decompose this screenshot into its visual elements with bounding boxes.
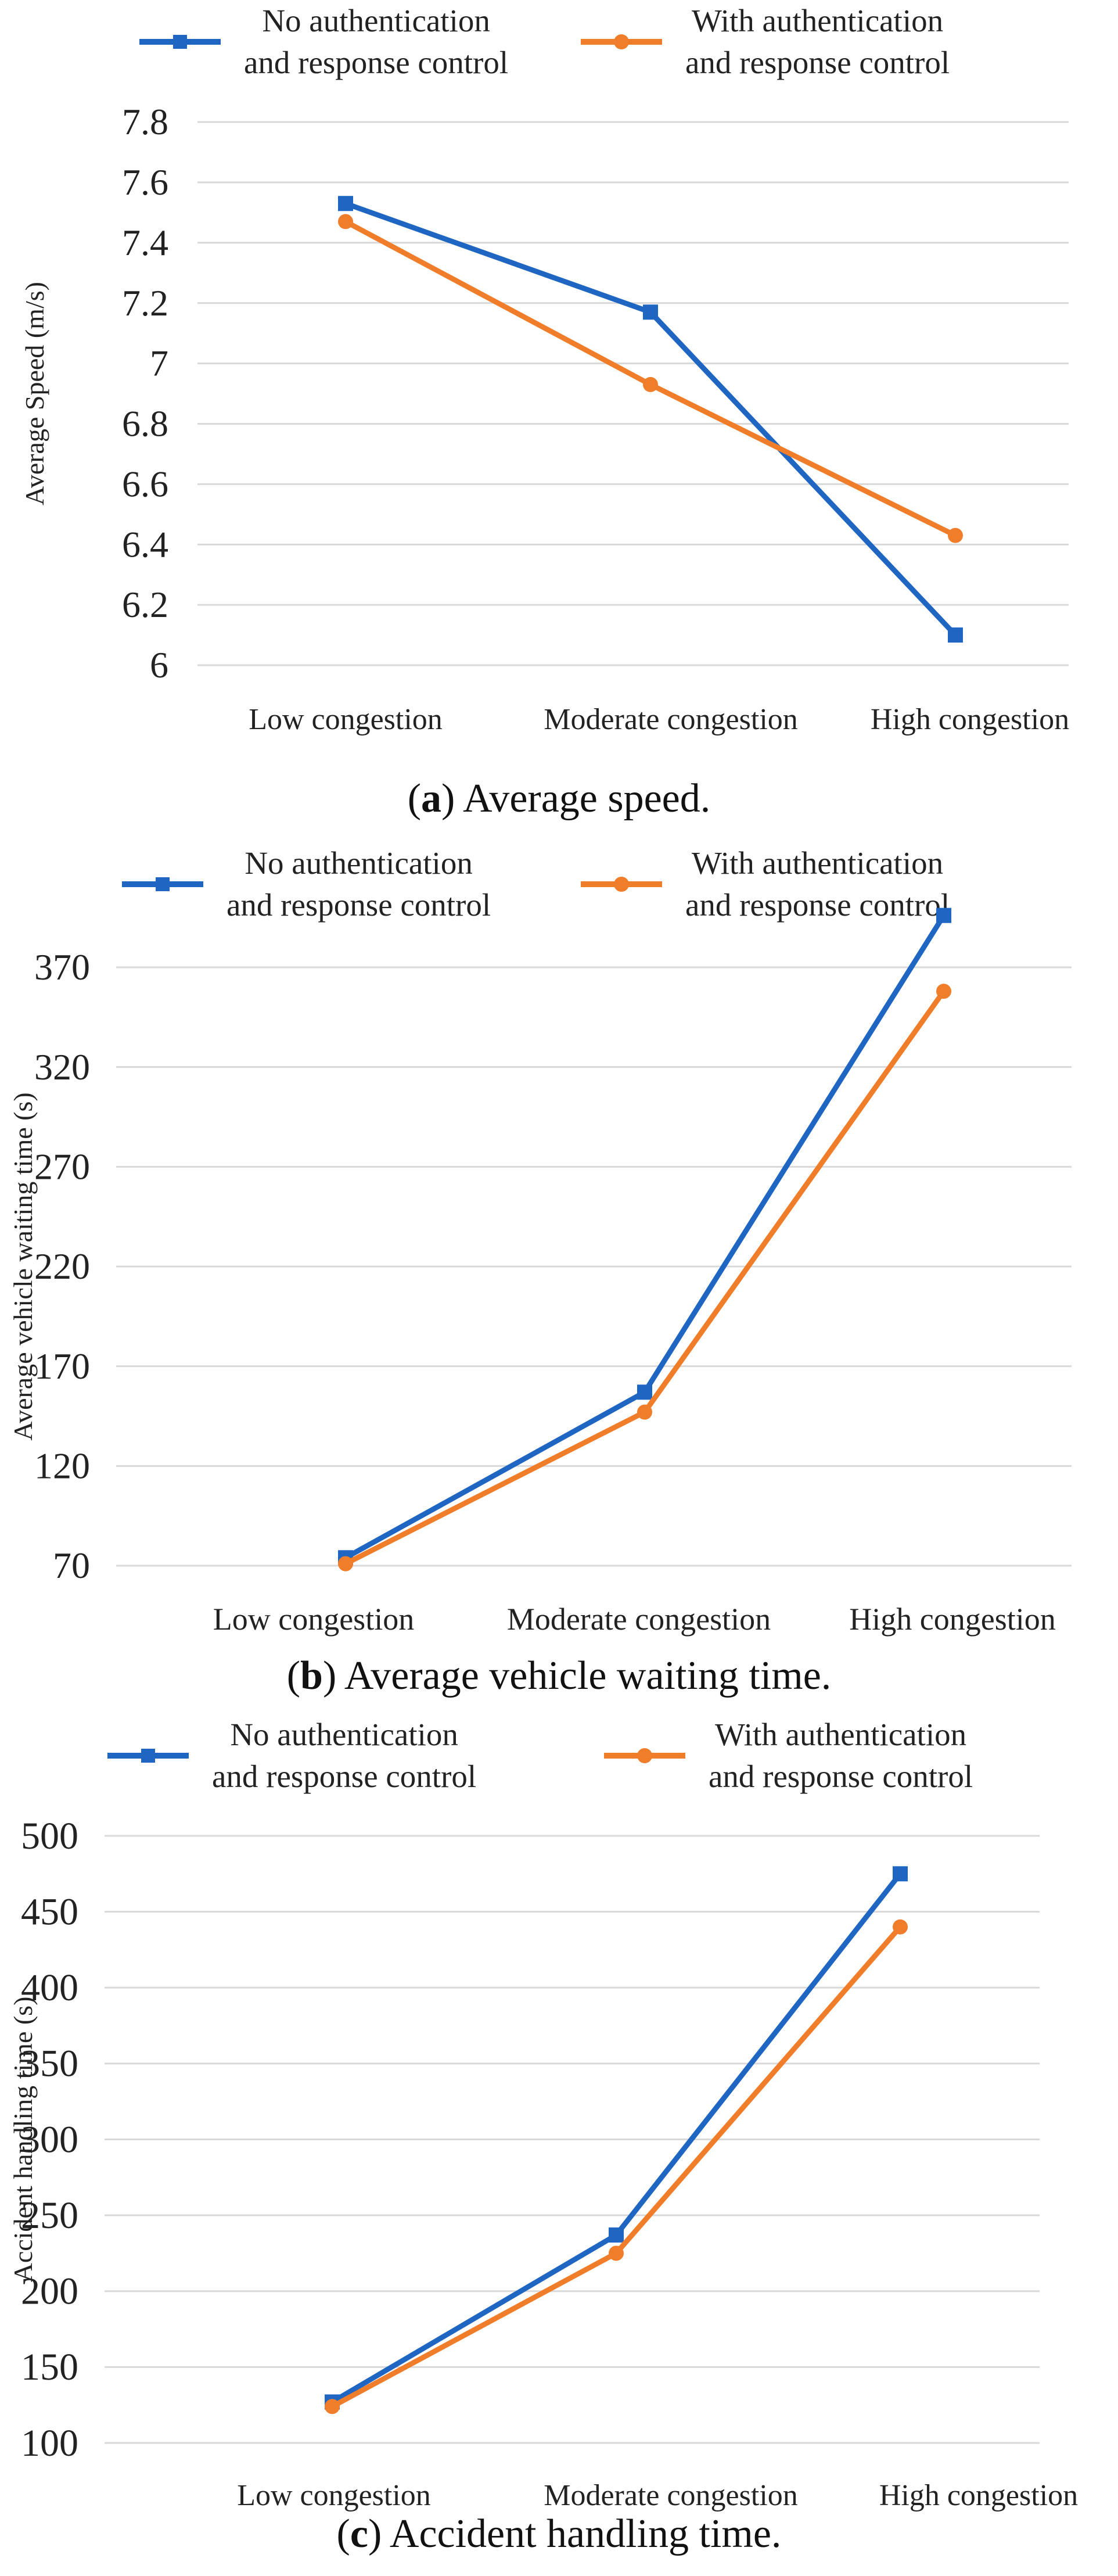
legend-label-with-auth-line1: With authentication (715, 1717, 967, 1752)
data-point-with-auth (948, 528, 963, 543)
series-line-with-auth (344, 989, 946, 1566)
legend-label-with-auth-line2: and response control (685, 887, 950, 923)
legend-label-no-auth-line1: No authentication (262, 3, 490, 38)
series-line-no-auth (330, 1872, 903, 2405)
legend-item-with-auth: With authentication and response control (581, 0, 950, 84)
y-tick-label: 7.8 (122, 101, 168, 142)
data-point-no-auth (643, 304, 658, 320)
legend-label-no-auth-line1: No authentication (245, 845, 473, 881)
y-tick-label: 170 (34, 1346, 90, 1387)
chart-speed: 6 6.2 6.4 6.6 6.8 7 7.2 7.4 7.6 7.8 Average Speed … (20, 101, 1069, 736)
x-tick-label: Moderate congestion (544, 2479, 798, 2512)
legend-marker-no-auth (122, 877, 203, 891)
legend-label-with-auth-line2: and response control (709, 1759, 973, 1794)
legend-marker-no-auth (139, 35, 221, 49)
y-tick-label: 6.2 (122, 584, 168, 625)
chart-panel-waiting-time: No authentication and response control W… (0, 842, 1118, 1708)
y-tick-label: 250 (21, 2194, 78, 2237)
legend-label-no-auth-line1: No authentication (230, 1717, 458, 1752)
y-tick-label: 320 (34, 1046, 90, 1088)
legend-item-with-auth: With authentication and response control (604, 1714, 973, 1798)
x-tick-label: High congestion (849, 1602, 1055, 1637)
caption-b: (b) Average vehicle waiting time. (286, 1653, 832, 1698)
legend-marker-with-auth (581, 34, 662, 49)
y-tick-label: 6.8 (122, 403, 168, 444)
y-tick-label: 500 (21, 1815, 78, 1857)
y-tick-label: 6 (150, 644, 168, 686)
data-point-with-auth (637, 1404, 652, 1420)
legend-item-no-auth: No authentication and response control (122, 842, 491, 926)
chart-panel-accident-time: No authentication and response control W… (0, 1714, 1118, 2576)
y-axis-label: Average Speed (m/s) (20, 282, 49, 505)
x-tick-label: Low congestion (213, 1602, 414, 1637)
legend-label-with-auth-line1: With authentication (692, 3, 944, 38)
legend-label-no-auth-line2: and response control (212, 1759, 477, 1794)
y-tick-label: 6.4 (122, 523, 168, 565)
series-line-no-auth (344, 914, 946, 1560)
data-point-no-auth (338, 196, 353, 211)
data-point-no-auth (637, 1384, 652, 1400)
y-tick-label: 300 (21, 2118, 78, 2161)
data-point-with-auth (643, 376, 658, 392)
y-axis-label: Average vehicle waiting time (s) (8, 1092, 38, 1440)
y-tick-label: 120 (34, 1445, 90, 1486)
legend-label-no-auth-line2: and response control (244, 45, 509, 80)
y-axis-label: Accident handling time (s) (8, 1997, 38, 2283)
y-tick-label: 7.6 (122, 162, 168, 203)
y-tick-label: 220 (34, 1246, 90, 1287)
data-point-no-auth (936, 907, 951, 923)
x-tick-label: High congestion (871, 703, 1069, 736)
legend-item-no-auth: No authentication and response control (107, 1714, 476, 1798)
y-tick-label: 270 (34, 1146, 90, 1187)
legend-item-with-auth: With authentication and response control (581, 842, 950, 926)
series-line-with-auth (330, 1925, 903, 2409)
y-tick-label: 400 (21, 1967, 78, 2009)
y-tick-label: 350 (21, 2043, 78, 2085)
y-tick-label: 200 (21, 2270, 78, 2313)
y-tick-label: 370 (34, 946, 90, 988)
y-tick-label: 450 (21, 1890, 78, 1933)
legend-marker-no-auth (107, 1749, 189, 1763)
x-tick-label: Moderate congestion (507, 1602, 771, 1637)
data-point-no-auth (609, 2227, 624, 2243)
chart-accident-time: 100 150 200 250 300 350 400 450 500 Accident hand… (8, 1815, 1078, 2512)
legend-marker-with-auth (604, 1748, 685, 1763)
x-tick-label: Low congestion (237, 2479, 431, 2512)
y-tick-label: 7.2 (122, 282, 168, 324)
chart-waiting-time: 70 120 170 220 270 320 370 Average vehicle wait… (8, 907, 1072, 1637)
chart-panel-speed: No authentication and response control W… (0, 0, 1118, 837)
legend-marker-with-auth (581, 877, 662, 892)
y-tick-label: 7.4 (122, 222, 168, 263)
y-tick-label: 6.6 (122, 463, 168, 504)
data-point-with-auth (893, 1919, 908, 1935)
data-point-no-auth (948, 627, 963, 643)
caption-a: (a) Average speed. (407, 776, 711, 821)
data-point-with-auth (936, 984, 951, 999)
data-point-with-auth (325, 2399, 340, 2414)
legend-label-with-auth-line1: With authentication (692, 845, 944, 881)
x-tick-label: High congestion (879, 2479, 1078, 2512)
data-point-with-auth (338, 214, 353, 229)
y-tick-label: 7 (150, 343, 168, 384)
y-tick-label: 70 (53, 1545, 90, 1586)
data-point-with-auth (609, 2245, 624, 2261)
caption-c: (c) Accident handling time. (336, 2512, 782, 2556)
legend-item-no-auth: No authentication and response control (139, 0, 508, 84)
x-tick-label: Low congestion (249, 703, 443, 736)
legend-label-with-auth-line2: and response control (685, 45, 950, 80)
legend-label-no-auth-line2: and response control (227, 887, 491, 923)
data-point-no-auth (893, 1866, 908, 1882)
x-tick-label: Moderate congestion (544, 703, 798, 736)
data-point-with-auth (338, 1556, 353, 1572)
y-tick-label: 100 (21, 2422, 78, 2464)
y-tick-label: 150 (21, 2346, 78, 2388)
